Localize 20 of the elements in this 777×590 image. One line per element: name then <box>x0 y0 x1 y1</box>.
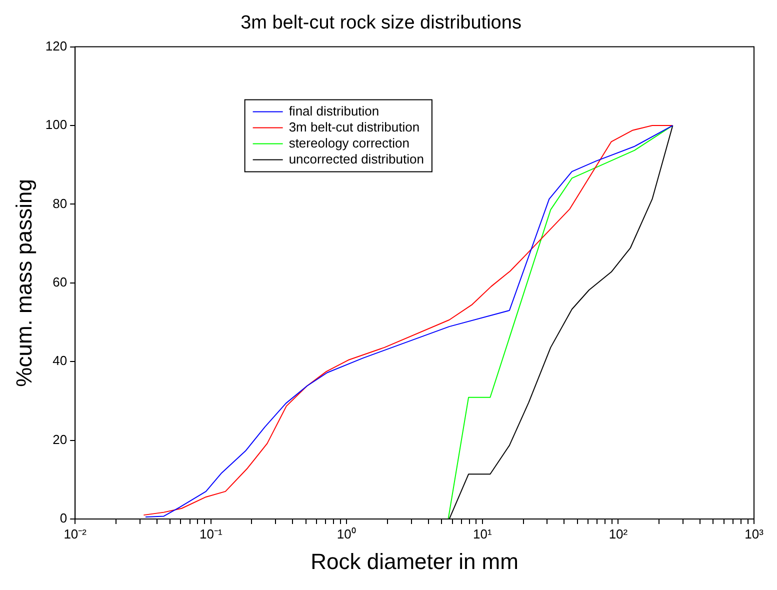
legend-label: uncorrected distribution <box>288 151 424 166</box>
legend-label: stereology correction <box>288 135 410 150</box>
x-tick-label: 10¹ <box>473 526 492 542</box>
x-tick-label: 10³ <box>744 526 764 542</box>
x-tick-label: 10⁰ <box>336 526 356 542</box>
y-tick-label: 40 <box>52 353 68 368</box>
y-axis-title: %cum. mass passing <box>11 178 36 387</box>
y-tick-label: 60 <box>52 274 68 290</box>
x-axis-title: Rock diameter in mm <box>310 548 518 574</box>
chart-title: 3m belt-cut rock size distributions <box>240 12 522 34</box>
y-tick-label: 20 <box>52 432 68 447</box>
legend-label: final distribution <box>288 103 380 118</box>
y-tick-label: 0 <box>60 510 68 526</box>
legend-label: 3m belt-cut distribution <box>288 119 420 134</box>
x-tick-label: 10² <box>608 526 628 542</box>
x-tick-label: 10⁻² <box>64 526 88 542</box>
y-tick-label: 100 <box>45 117 68 132</box>
y-tick-label: 120 <box>45 38 68 54</box>
x-tick-label: 10⁻¹ <box>199 526 223 542</box>
y-tick-label: 80 <box>52 196 68 211</box>
